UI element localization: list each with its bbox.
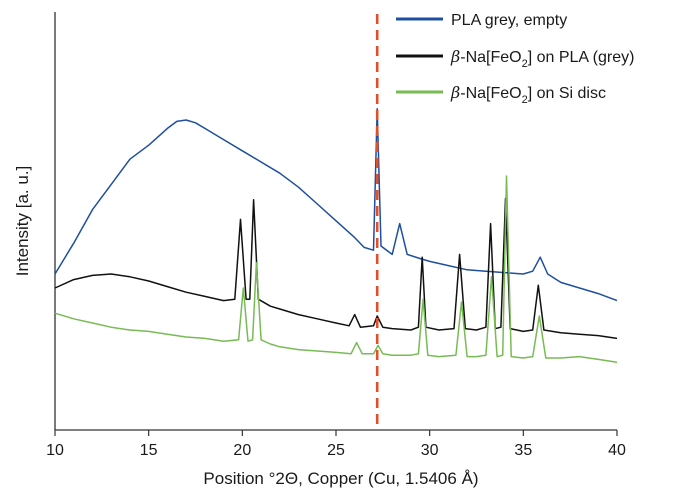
legend: PLA grey, empty β-Na[FeO2] on PLA (grey)… xyxy=(396,12,634,106)
legend-item-na-feo2-on-si: β-Na[FeO2] on Si disc xyxy=(396,83,606,106)
legend-item-pla-grey-empty: PLA grey, empty xyxy=(396,12,567,29)
x-tick-label-30: 30 xyxy=(421,442,439,459)
legend-label: β-Na[FeO2] on Si disc xyxy=(450,83,606,106)
y-axis-label: Intensity [a. u.] xyxy=(13,166,32,277)
plot-area: 10 15 20 25 30 35 40 xyxy=(46,12,626,459)
x-tick-label-10: 10 xyxy=(46,442,64,459)
x-tick-label-40: 40 xyxy=(608,442,626,459)
series-line-na-feo2-on-pla xyxy=(54,197,618,340)
legend-item-na-feo2-on-pla: β-Na[FeO2] on PLA (grey) xyxy=(396,47,634,70)
series-line-na-feo2-on-si xyxy=(54,175,618,363)
x-tick-label-25: 25 xyxy=(327,442,345,459)
legend-label: PLA grey, empty xyxy=(451,12,567,29)
x-tick-label-20: 20 xyxy=(233,442,251,459)
series-layer xyxy=(54,108,618,363)
x-tick-label-15: 15 xyxy=(140,442,158,459)
series-line-pla-grey-empty xyxy=(54,108,618,302)
x-tick-label-35: 35 xyxy=(514,442,532,459)
x-axis-label: Position °2Θ, Copper (Cu, 1.5406 Å) xyxy=(203,469,478,488)
legend-label: β-Na[FeO2] on PLA (grey) xyxy=(450,47,634,70)
x-axis-ticks: 10 15 20 25 30 35 40 xyxy=(46,430,626,459)
